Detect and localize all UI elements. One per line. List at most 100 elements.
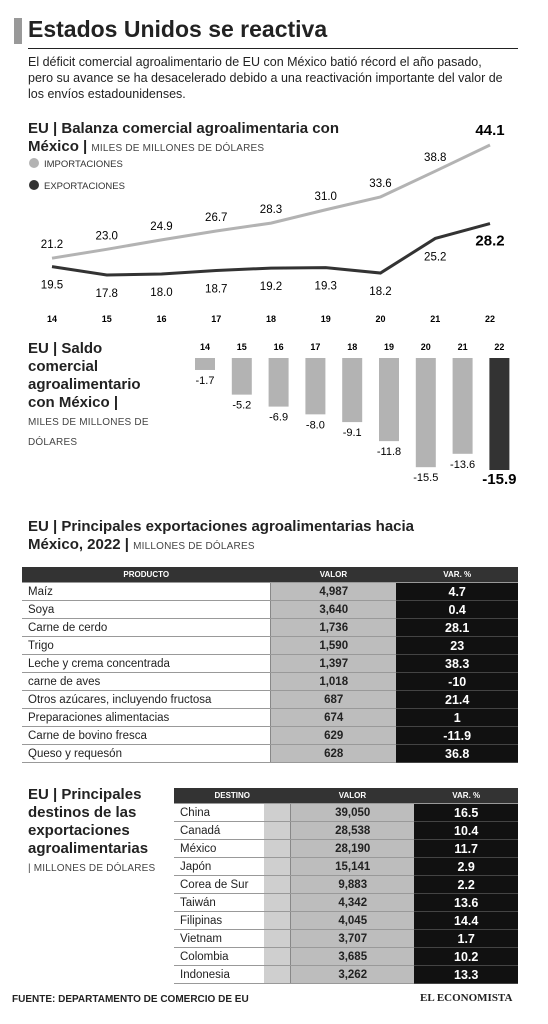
value-cell: 28,538 xyxy=(290,821,415,840)
change-cell: 23 xyxy=(396,636,518,655)
row: México 28,190 11.7 xyxy=(174,839,518,858)
row: Trigo 1,590 23 xyxy=(22,636,518,655)
x-tick-label: 21 xyxy=(430,314,440,324)
row: Corea de Sur 9,883 2.2 xyxy=(174,875,518,894)
row: carne de aves 1,018 -10 xyxy=(22,672,518,691)
change-cell: 14.4 xyxy=(414,911,518,930)
value-cell: 9,883 xyxy=(290,875,415,894)
brand: EL ECONOMISTA xyxy=(420,992,513,1004)
label-cell: Japón xyxy=(174,857,264,876)
value-label: -5.2 xyxy=(232,400,251,412)
bar xyxy=(415,358,436,468)
value-label: 19.3 xyxy=(315,281,337,293)
x-tick-label: 19 xyxy=(321,314,331,324)
line xyxy=(51,222,491,277)
row: Soya 3,640 0.4 xyxy=(22,600,518,619)
label-cell: Vietnam xyxy=(174,929,264,948)
change-cell: 13.6 xyxy=(414,893,518,912)
flag xyxy=(264,929,291,948)
row: Japón 15,141 2.9 xyxy=(174,857,518,876)
bar xyxy=(268,358,289,407)
table-title: EU | Principales destinos de las exporta… xyxy=(28,786,168,878)
value-cell: 628 xyxy=(270,744,397,763)
flag xyxy=(264,857,291,876)
label-cell: Trigo xyxy=(22,636,271,655)
value-cell: 1,397 xyxy=(270,654,397,673)
row: Maíz 4,987 4.7 xyxy=(22,582,518,601)
row: China 39,050 16.5 xyxy=(174,803,518,822)
page-title: Estados Unidos se reactiva xyxy=(28,16,328,42)
change-cell: 38.3 xyxy=(396,654,518,673)
x-tick-label: 15 xyxy=(237,342,247,352)
row: Carne de bovino fresca 629 -11.9 xyxy=(22,726,518,745)
value-cell: 28,190 xyxy=(290,839,415,858)
value-label: -11.8 xyxy=(377,446,401,458)
value-label: 18.7 xyxy=(205,284,227,296)
row: Carne de cerdo 1,736 28.1 xyxy=(22,618,518,637)
value-cell: 4,987 xyxy=(270,582,397,601)
table: PRODUCTO VALOR VAR. % Maíz 4,987 4.7 Soya 3,640… xyxy=(22,567,518,763)
header-row: PRODUCTO VALOR VAR. % xyxy=(22,567,518,583)
title: EU | Balanza comercial agroalimentaria c… xyxy=(28,120,339,155)
accent xyxy=(14,18,22,44)
value-label: 17.8 xyxy=(96,288,118,300)
value-label: 18.0 xyxy=(150,287,172,299)
row: Colombia 3,685 10.2 xyxy=(174,947,518,966)
label-cell: Taiwán xyxy=(174,893,264,912)
flag xyxy=(264,893,291,912)
change-cell: 0.4 xyxy=(396,600,518,619)
value-label: 23.0 xyxy=(96,230,118,242)
unit: MILES DE MILLONES DE DÓLARES xyxy=(28,417,149,448)
change-cell: 4.7 xyxy=(396,582,518,601)
change-cell: 2.2 xyxy=(414,875,518,894)
source: FUENTE: DEPARTAMENTO DE COMERCIO DE EU xyxy=(12,994,249,1005)
value-label: 28.2 xyxy=(475,233,504,250)
value-cell: 4,045 xyxy=(290,911,415,930)
title: EU | Saldo comercial agroalimentario con… xyxy=(28,340,141,411)
value-label: -15.5 xyxy=(413,472,438,484)
bar xyxy=(231,358,252,395)
label-cell: México xyxy=(174,839,264,858)
row: Leche y crema concentrada 1,397 38.3 xyxy=(22,654,518,673)
change-cell: 11.7 xyxy=(414,839,518,858)
bar-title: EU | Saldo comercial agroalimentario con… xyxy=(28,340,168,452)
value-label: 19.5 xyxy=(41,280,63,292)
table-wrap: DESTINO VALOR VAR. % China 39,050 16.5 Canadá 2… xyxy=(174,788,518,984)
header-row: DESTINO VALOR VAR. % xyxy=(174,788,518,804)
label-cell: Colombia xyxy=(174,947,264,966)
change-cell: 1.7 xyxy=(414,929,518,948)
column-header: VALOR xyxy=(290,788,415,804)
value-cell: 629 xyxy=(270,726,397,745)
x-tick-label: 17 xyxy=(211,314,221,324)
value-cell: 3,707 xyxy=(290,929,415,948)
column-header: DESTINO xyxy=(174,788,291,804)
value-label: -1.7 xyxy=(196,375,215,387)
value-label: -13.6 xyxy=(450,459,475,471)
label-cell: Leche y crema concentrada xyxy=(22,654,271,673)
value-label: 21.2 xyxy=(41,239,63,251)
flag xyxy=(264,875,291,894)
flag xyxy=(264,821,291,840)
column-header: PRODUCTO xyxy=(22,567,271,583)
unit: MILLONES DE DÓLARES xyxy=(133,541,255,552)
value-label: 19.2 xyxy=(260,281,282,293)
label-cell: Preparaciones alimentacias xyxy=(22,708,271,727)
value-label: -6.9 xyxy=(269,412,288,424)
value-label: -8.0 xyxy=(306,419,325,431)
change-cell: 13.3 xyxy=(414,965,518,984)
table-wrap: PRODUCTO VALOR VAR. % Maíz 4,987 4.7 Soya 3,640… xyxy=(22,567,518,763)
value-cell: 1,018 xyxy=(270,672,397,691)
line xyxy=(51,143,491,260)
bar xyxy=(342,358,363,423)
value-cell: 3,640 xyxy=(270,600,397,619)
x-tick-label: 19 xyxy=(384,342,394,352)
label-cell: Otros azúcares, incluyendo fructosa xyxy=(22,690,271,709)
value-cell: 3,262 xyxy=(290,965,415,984)
x-tick-label: 16 xyxy=(156,314,166,324)
rule xyxy=(28,48,518,49)
legend-label: EXPORTACIONES xyxy=(44,181,125,192)
column-header: VAR. % xyxy=(414,788,518,804)
x-tick-label: 22 xyxy=(494,342,504,352)
change-cell: 2.9 xyxy=(414,857,518,876)
